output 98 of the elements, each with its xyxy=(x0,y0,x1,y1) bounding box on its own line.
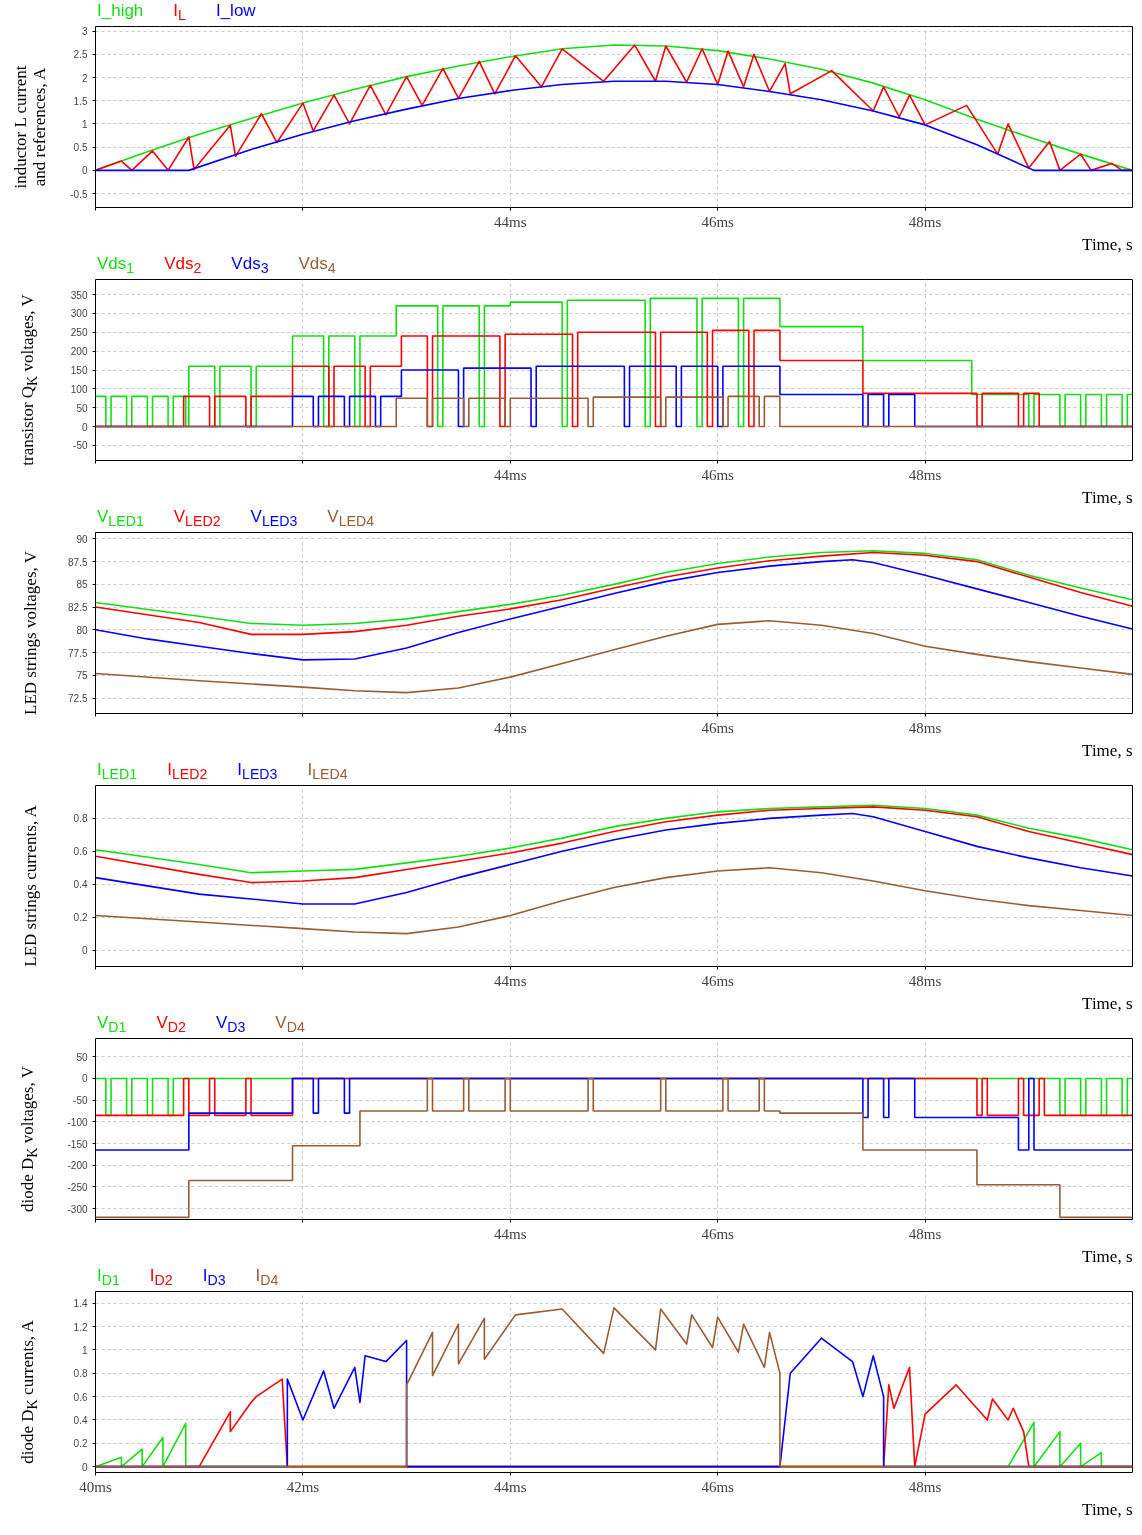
text: Vds$_{3}$ xyxy=(231,254,269,277)
text: Vds$_{1}$ xyxy=(97,254,135,277)
y-tick-label: 75 xyxy=(76,670,88,682)
y-tick-label: 1.4 xyxy=(73,1298,88,1310)
text: V$_{D3}$ xyxy=(215,1013,246,1036)
y-tick-label: 0 xyxy=(81,1073,88,1085)
y-tick-label: 1.2 xyxy=(73,1321,88,1333)
y-axis-title: inductor L current and references, A xyxy=(11,65,49,189)
text: V$_{LED3}$ xyxy=(250,507,298,530)
y-tick-label: 300 xyxy=(70,308,88,320)
y-axis-title: LED strings currents, A xyxy=(20,805,40,967)
y-tick-label: 77.5 xyxy=(68,647,88,659)
y-tick-label: -50 xyxy=(73,1095,88,1107)
text: Vds$_{4}$ xyxy=(298,254,336,277)
text: I$_{LED2}$ xyxy=(167,760,208,783)
text: V$_{D2}$ xyxy=(156,1013,186,1036)
text: I$_{D2}$ xyxy=(149,1266,173,1289)
text: I_low xyxy=(215,1,256,20)
y-tick-label: 50 xyxy=(76,402,88,414)
y-tick-label: 0.5 xyxy=(73,142,88,154)
x-tick-label: 46ms xyxy=(701,1478,735,1495)
x-tick-label: 48ms xyxy=(908,1478,942,1495)
y-tick-label: 0.4 xyxy=(73,1414,88,1426)
y-tick-label: 0 xyxy=(81,1461,88,1473)
x-axis-title: Time, s xyxy=(1082,487,1133,507)
y-tick-label: 350 xyxy=(70,289,88,301)
y-tick-label: 0.8 xyxy=(73,813,88,825)
text: V$_{D1}$ xyxy=(97,1013,127,1036)
y-tick-label: 1 xyxy=(81,1344,88,1356)
y-tick-label: -100 xyxy=(67,1116,88,1128)
y-tick-label: -150 xyxy=(67,1138,88,1150)
text: I$_{LED4}$ xyxy=(307,760,348,783)
x-tick-label: 40ms xyxy=(79,1478,112,1495)
x-tick-label: 44ms xyxy=(494,1478,527,1495)
y-tick-label: 0 xyxy=(81,945,88,957)
text: V$_{LED2}$ xyxy=(173,507,221,530)
y-tick-label: 1 xyxy=(81,118,88,130)
text: I$_{D1}$ xyxy=(97,1266,120,1289)
text: V$_{LED1}$ xyxy=(97,507,144,530)
x-tick-label: 48ms xyxy=(908,719,942,736)
text: Vds$_{2}$ xyxy=(164,254,202,277)
y-tick-label: 250 xyxy=(70,327,88,339)
y-tick-label: 85 xyxy=(76,579,88,591)
x-tick-label: 46ms xyxy=(701,213,735,230)
y-tick-label: 0 xyxy=(81,165,88,177)
x-tick-label: 48ms xyxy=(908,972,942,989)
x-axis-title: Time, s xyxy=(1082,234,1133,254)
x-tick-label: 46ms xyxy=(701,972,735,989)
y-tick-label: 100 xyxy=(70,383,88,395)
y-tick-label: -0.5 xyxy=(70,188,88,200)
y-tick-label: 0.8 xyxy=(73,1368,88,1380)
y-tick-label: 90 xyxy=(76,533,88,545)
y-tick-label: 2.5 xyxy=(73,49,88,61)
x-tick-label: 44ms xyxy=(494,213,527,230)
x-tick-label: 44ms xyxy=(494,719,527,736)
x-tick-label: 46ms xyxy=(701,466,735,483)
y-tick-label: 0.6 xyxy=(73,846,88,858)
y-tick-label: 87.5 xyxy=(68,556,88,568)
y-tick-label: 0.2 xyxy=(73,912,88,924)
y-tick-label: 50 xyxy=(76,1051,88,1063)
y-tick-label: 200 xyxy=(70,346,88,358)
y-tick-label: 3 xyxy=(81,26,88,38)
x-axis-title: Time, s xyxy=(1082,740,1133,760)
x-tick-label: 42ms xyxy=(286,1478,320,1495)
text: I$_{L}$ xyxy=(173,1,186,24)
y-tick-label: 0 xyxy=(81,421,88,433)
text: I$_{D3}$ xyxy=(202,1266,226,1289)
y-tick-label: 2 xyxy=(81,72,88,84)
text: I$_{LED3}$ xyxy=(237,760,278,783)
x-tick-label: 46ms xyxy=(701,719,735,736)
y-tick-label: 150 xyxy=(70,365,88,376)
y-axis-title: LED strings voltages, V xyxy=(20,551,40,716)
y-tick-label: 0.2 xyxy=(73,1438,88,1450)
y-tick-label: 72.5 xyxy=(68,693,88,705)
text: I$_{LED1}$ xyxy=(97,760,138,783)
y-tick-label: -200 xyxy=(67,1160,88,1172)
x-tick-label: 48ms xyxy=(908,1225,942,1242)
y-tick-label: -300 xyxy=(67,1203,88,1215)
x-tick-label: 48ms xyxy=(908,213,942,230)
y-tick-label: 0.4 xyxy=(73,879,88,891)
y-tick-label: 80 xyxy=(76,624,88,636)
x-tick-label: 44ms xyxy=(494,972,527,989)
x-tick-label: 48ms xyxy=(908,466,942,483)
y-tick-label: -50 xyxy=(73,440,88,452)
text: I$_{D4}$ xyxy=(255,1266,279,1289)
x-axis-title: Time, s xyxy=(1082,1246,1133,1266)
y-tick-label: 0.6 xyxy=(73,1391,88,1403)
text: I_high xyxy=(97,1,144,20)
text: V$_{LED4}$ xyxy=(327,507,375,530)
y-tick-label: 82.5 xyxy=(68,602,88,614)
x-tick-label: 44ms xyxy=(494,466,527,483)
x-tick-label: 44ms xyxy=(494,1225,527,1242)
x-axis-title: Time, s xyxy=(1082,993,1133,1013)
y-tick-label: -250 xyxy=(67,1181,88,1193)
x-axis-title: Time, s xyxy=(1082,1499,1133,1519)
text: V$_{D4}$ xyxy=(275,1013,305,1036)
x-tick-label: 46ms xyxy=(701,1225,735,1242)
y-tick-label: 1.5 xyxy=(73,95,88,107)
